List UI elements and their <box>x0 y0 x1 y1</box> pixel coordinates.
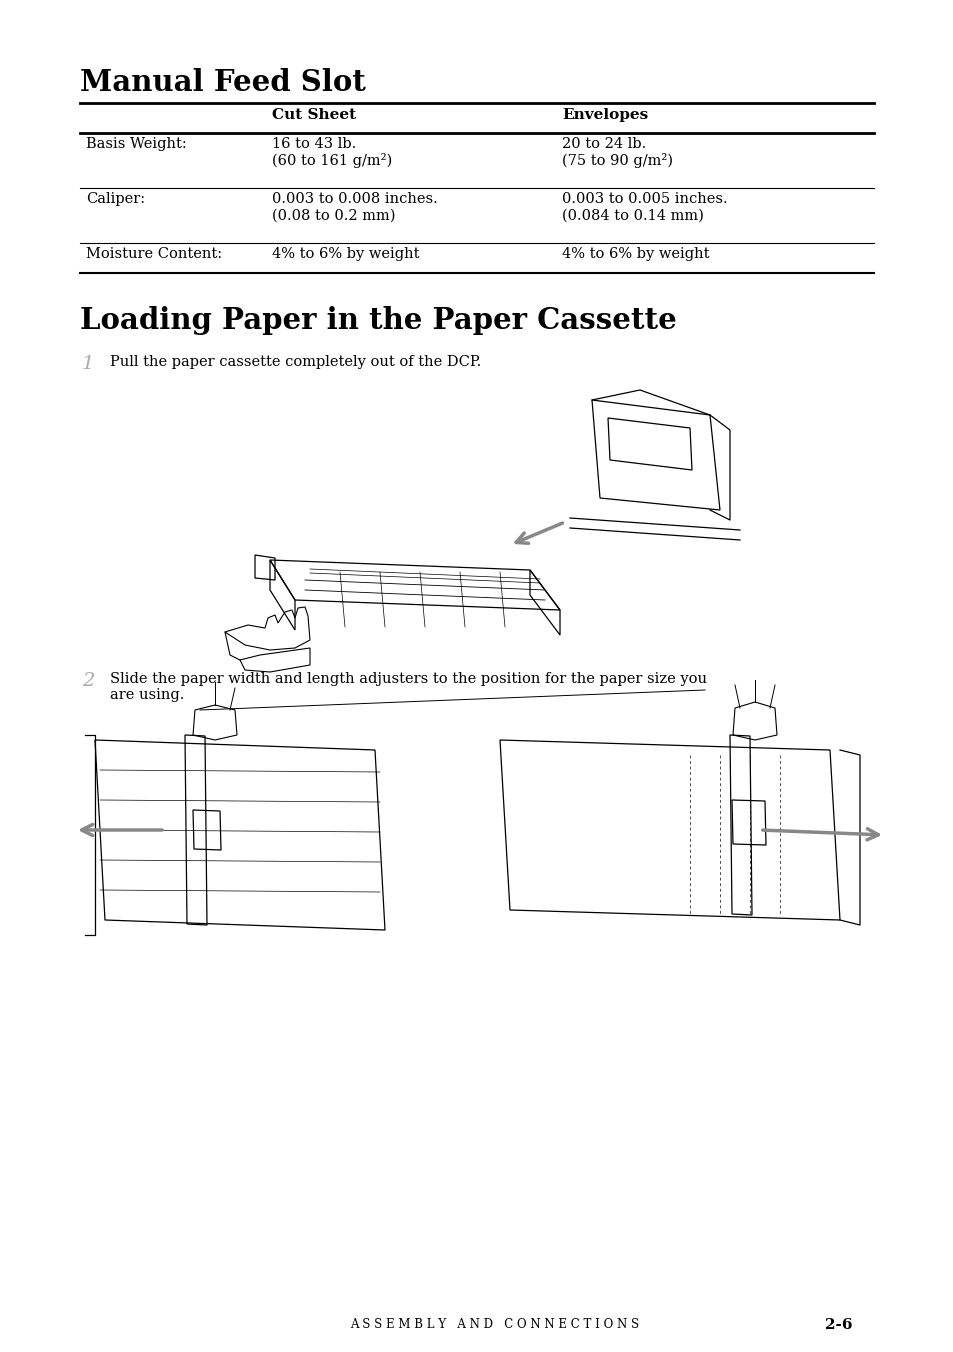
Text: 1: 1 <box>82 356 94 373</box>
Text: Basis Weight:: Basis Weight: <box>86 137 187 151</box>
Text: 2-6: 2-6 <box>824 1318 852 1332</box>
Text: 0.003 to 0.008 inches.
(0.08 to 0.2 mm): 0.003 to 0.008 inches. (0.08 to 0.2 mm) <box>272 192 437 222</box>
Text: Cut Sheet: Cut Sheet <box>272 108 355 122</box>
Text: Envelopes: Envelopes <box>561 108 648 122</box>
Text: 4% to 6% by weight: 4% to 6% by weight <box>561 247 709 261</box>
Text: Loading Paper in the Paper Cassette: Loading Paper in the Paper Cassette <box>80 306 676 335</box>
Text: 16 to 43 lb.
(60 to 161 g/m²): 16 to 43 lb. (60 to 161 g/m²) <box>272 137 392 169</box>
Text: 0.003 to 0.005 inches.
(0.084 to 0.14 mm): 0.003 to 0.005 inches. (0.084 to 0.14 mm… <box>561 192 727 222</box>
Text: Caliper:: Caliper: <box>86 192 145 206</box>
Text: Moisture Content:: Moisture Content: <box>86 247 222 261</box>
Text: Manual Feed Slot: Manual Feed Slot <box>80 68 366 97</box>
Text: Slide the paper width and length adjusters to the position for the paper size yo: Slide the paper width and length adjuste… <box>110 672 706 702</box>
Text: 20 to 24 lb.
(75 to 90 g/m²): 20 to 24 lb. (75 to 90 g/m²) <box>561 137 672 169</box>
Text: A S S E M B L Y   A N D   C O N N E C T I O N S: A S S E M B L Y A N D C O N N E C T I O … <box>350 1318 639 1330</box>
Text: 4% to 6% by weight: 4% to 6% by weight <box>272 247 419 261</box>
Text: 2: 2 <box>82 672 94 690</box>
Text: Pull the paper cassette completely out of the DCP.: Pull the paper cassette completely out o… <box>110 356 480 369</box>
